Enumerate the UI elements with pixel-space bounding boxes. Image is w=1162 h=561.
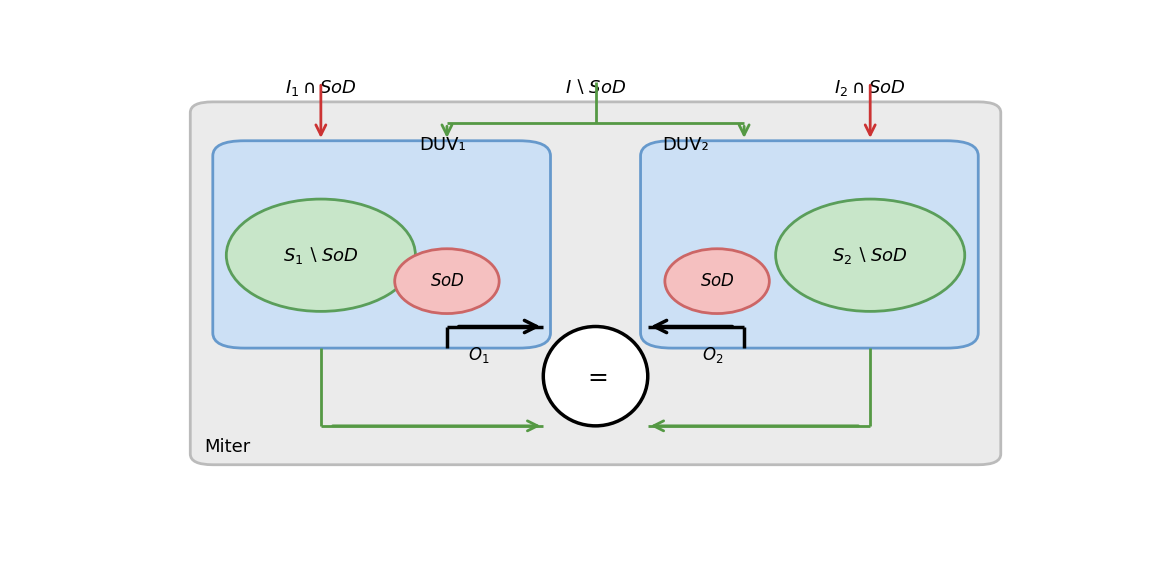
FancyBboxPatch shape [213, 141, 551, 348]
Text: DUV₂: DUV₂ [662, 136, 709, 154]
Ellipse shape [395, 249, 500, 314]
Text: Miter: Miter [203, 438, 250, 456]
FancyBboxPatch shape [191, 102, 1000, 465]
Text: $SoD$: $SoD$ [430, 272, 465, 290]
Text: $O_1$: $O_1$ [468, 346, 489, 365]
FancyBboxPatch shape [640, 141, 978, 348]
Text: $S_2 \setminus SoD$: $S_2 \setminus SoD$ [832, 245, 909, 266]
Text: $O_2$: $O_2$ [702, 346, 723, 365]
Text: $=$: $=$ [583, 364, 608, 388]
Text: $I_2 \cap SoD$: $I_2 \cap SoD$ [834, 78, 906, 98]
Ellipse shape [544, 327, 647, 426]
Ellipse shape [227, 199, 416, 311]
Ellipse shape [776, 199, 964, 311]
Ellipse shape [665, 249, 769, 314]
Text: $I_1 \cap SoD$: $I_1 \cap SoD$ [285, 78, 357, 98]
Text: $SoD$: $SoD$ [700, 272, 734, 290]
Text: $S_1 \setminus SoD$: $S_1 \setminus SoD$ [282, 245, 359, 266]
Text: DUV₁: DUV₁ [419, 136, 466, 154]
Text: $I \setminus SoD$: $I \setminus SoD$ [565, 78, 626, 97]
